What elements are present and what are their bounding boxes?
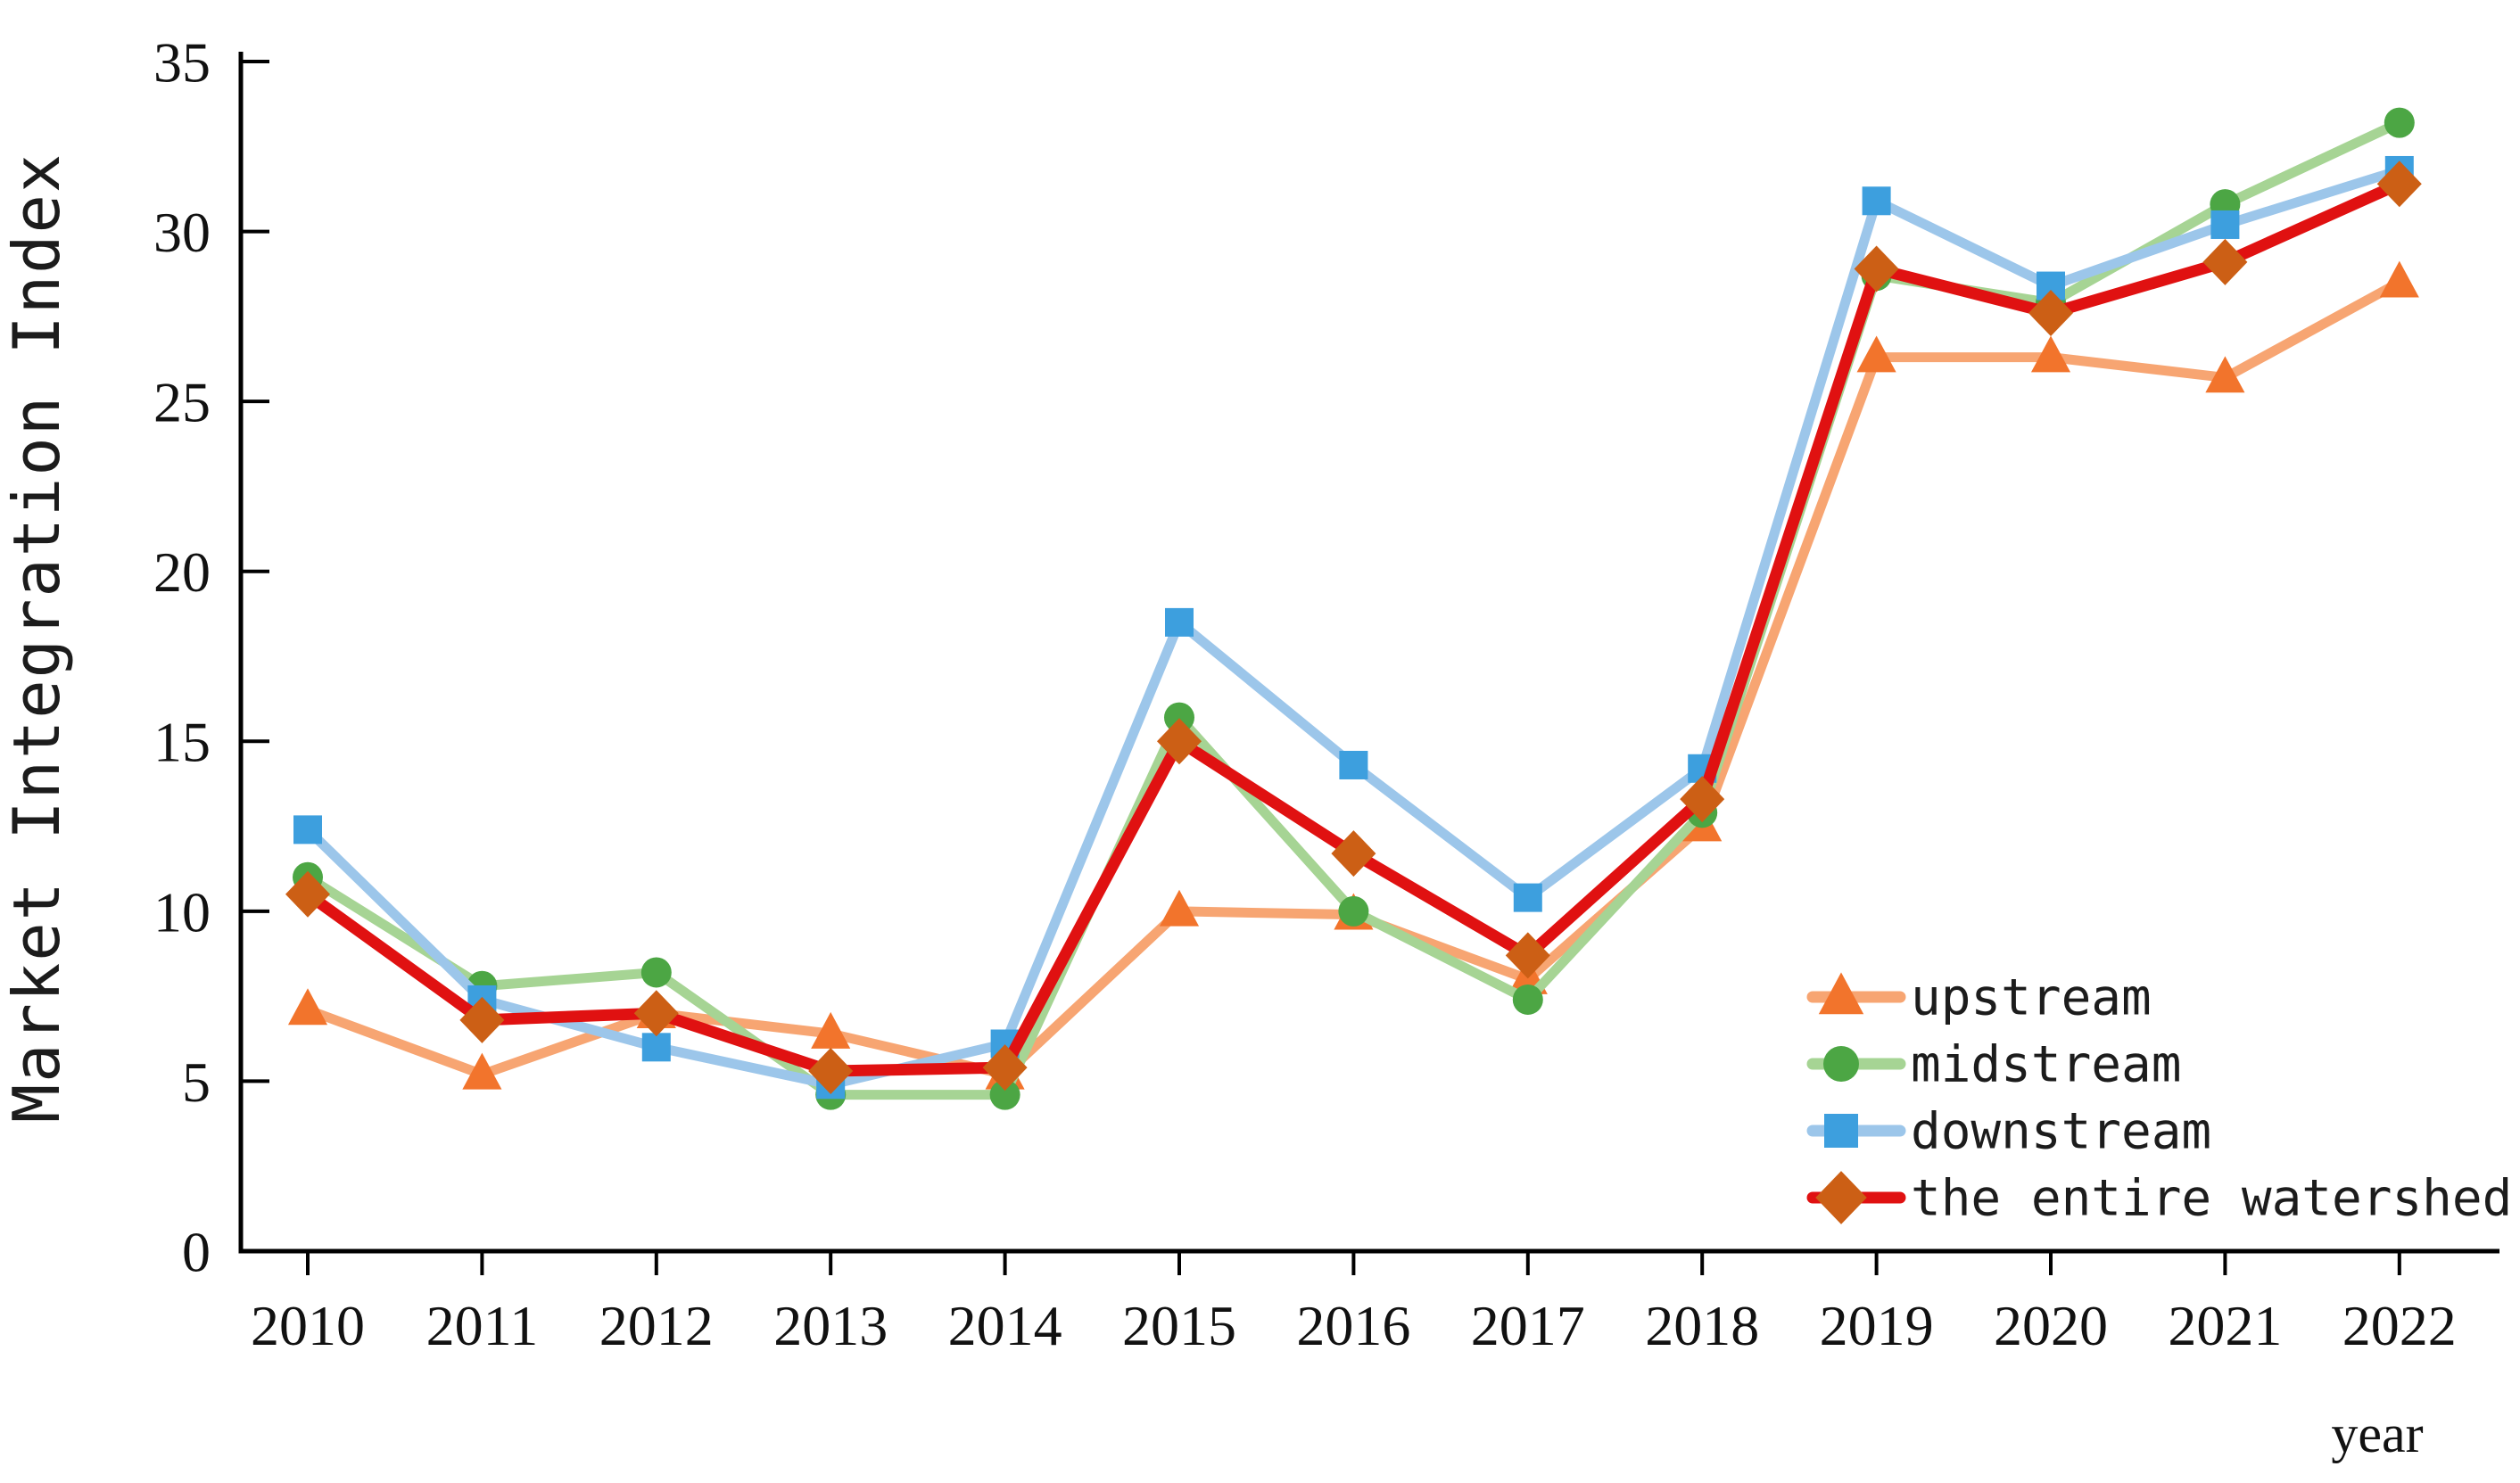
legend-circle-icon xyxy=(1823,1046,1859,1082)
legend-triangle-icon xyxy=(1818,972,1864,1015)
triangle-marker-2015 xyxy=(1159,889,1200,927)
square-marker-2021 xyxy=(2210,210,2240,239)
triangle-marker-2020 xyxy=(2030,335,2071,373)
circle-marker-2015 xyxy=(1164,702,1194,733)
x-tick-label: 2012 xyxy=(599,1294,714,1357)
legend-label: downstream xyxy=(1911,1103,2211,1161)
legend-label: the entire watershed xyxy=(1911,1170,2512,1228)
x-tick-label: 2010 xyxy=(251,1294,365,1357)
legend-label: upstream xyxy=(1911,969,2152,1027)
y-tick-label: 35 xyxy=(153,30,211,94)
legend-diamond-icon xyxy=(1815,1171,1867,1224)
x-tick-label: 2018 xyxy=(1645,1294,1759,1357)
y-axis-title: Market Integration Index xyxy=(0,152,74,1123)
x-tick-label: 2022 xyxy=(2342,1294,2457,1357)
x-tick-label: 2016 xyxy=(1296,1294,1410,1357)
diamond-marker-2017 xyxy=(1505,932,1550,979)
x-tick-label: 2019 xyxy=(1820,1294,1934,1357)
x-tick-label: 2014 xyxy=(948,1294,1062,1357)
circle-marker-2016 xyxy=(1338,895,1369,927)
x-tick-label: 2013 xyxy=(773,1294,888,1357)
square-marker-2015 xyxy=(1165,607,1194,637)
triangle-marker-2011 xyxy=(462,1052,502,1090)
diamond-marker-2021 xyxy=(2202,238,2248,285)
diamond-marker-2022 xyxy=(2376,161,2422,208)
legend-label: midstream xyxy=(1911,1036,2181,1094)
square-marker-2016 xyxy=(1339,750,1368,779)
x-tick-label: 2017 xyxy=(1471,1294,1585,1357)
x-axis-title: year xyxy=(2331,1405,2423,1463)
diamond-marker-2010 xyxy=(285,870,330,918)
triangle-marker-2021 xyxy=(2205,356,2245,393)
y-tick-label: 25 xyxy=(153,371,211,434)
triangle-marker-2013 xyxy=(811,1011,851,1049)
legend-square-icon xyxy=(1824,1114,1858,1148)
x-tick-label: 2020 xyxy=(1994,1294,2108,1357)
square-marker-2010 xyxy=(293,815,322,844)
circle-marker-2017 xyxy=(1512,984,1543,1015)
y-tick-label: 20 xyxy=(153,540,211,604)
square-marker-2017 xyxy=(1513,883,1542,912)
diamond-marker-2011 xyxy=(459,996,505,1043)
x-tick-label: 2011 xyxy=(426,1294,539,1357)
x-tick-label: 2015 xyxy=(1122,1294,1236,1357)
diamond-marker-2020 xyxy=(2028,290,2073,337)
y-tick-label: 15 xyxy=(153,711,211,774)
triangle-marker-2022 xyxy=(2379,260,2419,298)
diamond-marker-2016 xyxy=(1331,830,1376,877)
diamond-marker-2018 xyxy=(1680,776,1725,823)
circle-marker-2012 xyxy=(640,957,672,988)
x-tick-label: 2021 xyxy=(2168,1294,2282,1357)
diamond-marker-2012 xyxy=(633,990,679,1037)
triangle-marker-2010 xyxy=(287,988,328,1026)
diamond-marker-2015 xyxy=(1157,718,1202,765)
circle-marker-2022 xyxy=(2384,107,2415,138)
y-tick-label: 10 xyxy=(153,880,211,943)
y-tick-label: 0 xyxy=(182,1220,211,1283)
diamond-marker-2014 xyxy=(982,1044,1028,1092)
circle-marker-2014 xyxy=(989,1079,1020,1110)
y-tick-label: 5 xyxy=(182,1050,211,1114)
y-tick-label: 30 xyxy=(153,201,211,264)
triangle-marker-2019 xyxy=(1856,335,1896,373)
diamond-marker-2019 xyxy=(1854,245,1899,292)
square-marker-2012 xyxy=(641,1033,671,1062)
diamond-marker-2013 xyxy=(808,1047,854,1094)
square-marker-2019 xyxy=(1862,186,1891,216)
